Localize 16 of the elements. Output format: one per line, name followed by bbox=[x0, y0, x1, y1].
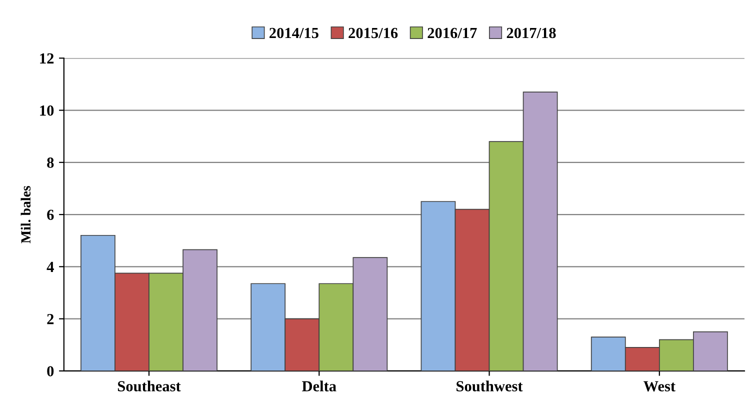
y-tick-label: 8 bbox=[47, 158, 54, 168]
legend-label: 2014/15 bbox=[270, 28, 318, 38]
y-tick-label: 0 bbox=[47, 366, 54, 376]
x-tick-label: Delta bbox=[302, 380, 336, 392]
x-tick-label: West bbox=[644, 381, 676, 392]
y-tick-label: 12 bbox=[40, 53, 54, 64]
y-tick-label: 10 bbox=[40, 105, 54, 116]
y-tick-label: 4 bbox=[46, 262, 54, 272]
y-axis-title: Mil. bales bbox=[20, 186, 31, 244]
legend-label: 2017/18 bbox=[506, 28, 556, 38]
x-tick-label: Southeast bbox=[118, 380, 181, 392]
y-tick-label: 6 bbox=[47, 210, 54, 220]
y-tick-label: 2 bbox=[47, 314, 54, 324]
x-tick-label: Southwest bbox=[456, 380, 523, 392]
legend-label: 2016/17 bbox=[428, 28, 477, 38]
legend-label: 2015/16 bbox=[348, 28, 398, 38]
